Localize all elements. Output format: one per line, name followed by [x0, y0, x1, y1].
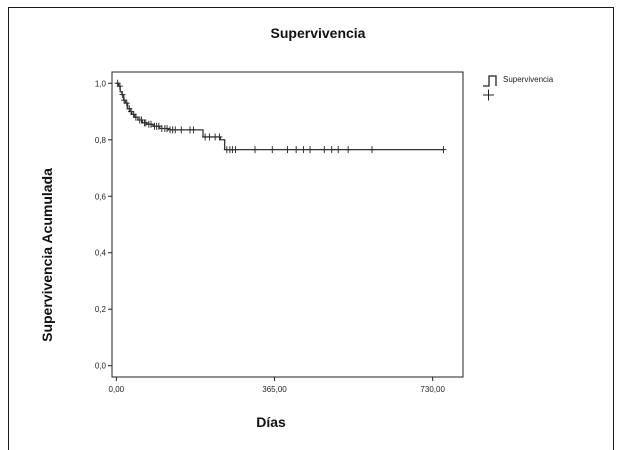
series-group — [114, 79, 447, 154]
censor-mark — [307, 146, 314, 154]
survival-step-line — [116, 82, 444, 151]
censor-mark — [132, 113, 139, 121]
censor-mark — [142, 119, 149, 127]
censor-mark — [119, 91, 126, 99]
y-tick-label: 0,2 — [95, 305, 107, 314]
x-tick-label: 365,00 — [262, 385, 287, 394]
y-tick-label: 0,0 — [95, 362, 107, 371]
censor-mark — [206, 133, 213, 141]
censor-mark — [232, 146, 239, 154]
censor-mark — [284, 146, 291, 154]
censor-mark — [252, 146, 258, 154]
y-tick-label: 0,8 — [95, 136, 107, 145]
chart-title: Supervivencia — [271, 25, 366, 41]
legend: Supervivencia — [483, 75, 554, 101]
censor-mark — [321, 146, 328, 154]
censor-mark — [138, 116, 145, 124]
censor-mark — [328, 146, 335, 154]
x-axis-label: Días — [256, 414, 286, 430]
chart-frame — [8, 7, 614, 450]
legend-step-icon — [483, 75, 497, 87]
censor-mark — [216, 133, 223, 141]
legend-label: Supervivencia — [503, 75, 554, 84]
censor-mark — [123, 99, 130, 107]
y-tick-label: 0,4 — [95, 249, 107, 258]
censor-mark — [293, 146, 300, 154]
x-tick-label: 730,00 — [420, 385, 445, 394]
y-axis-label: Supervivencia Acumulada — [39, 168, 55, 342]
censor-mark — [440, 146, 447, 154]
censor-mark — [345, 146, 352, 154]
censor-mark — [300, 146, 307, 154]
x-axis: 0,00 365,00 730,00 — [109, 377, 445, 394]
censor-mark — [269, 146, 276, 154]
y-axis: 0,0 0,2 0,4 0,6 0,8 1,0 — [95, 79, 112, 371]
censor-mark — [369, 146, 375, 154]
x-tick-label: 0,00 — [109, 385, 125, 394]
censor-mark — [164, 124, 171, 132]
censor-mark — [116, 82, 123, 90]
y-tick-label: 0,6 — [95, 192, 107, 201]
censor-mark — [335, 146, 342, 154]
censor-mark — [172, 126, 179, 134]
censor-mark — [178, 126, 185, 134]
plot-area — [111, 71, 464, 378]
censor-mark — [148, 120, 154, 128]
y-tick-label: 1,0 — [95, 79, 107, 88]
censor-mark — [190, 126, 197, 134]
censor-mark — [155, 122, 162, 130]
legend-censor-icon — [483, 89, 494, 101]
